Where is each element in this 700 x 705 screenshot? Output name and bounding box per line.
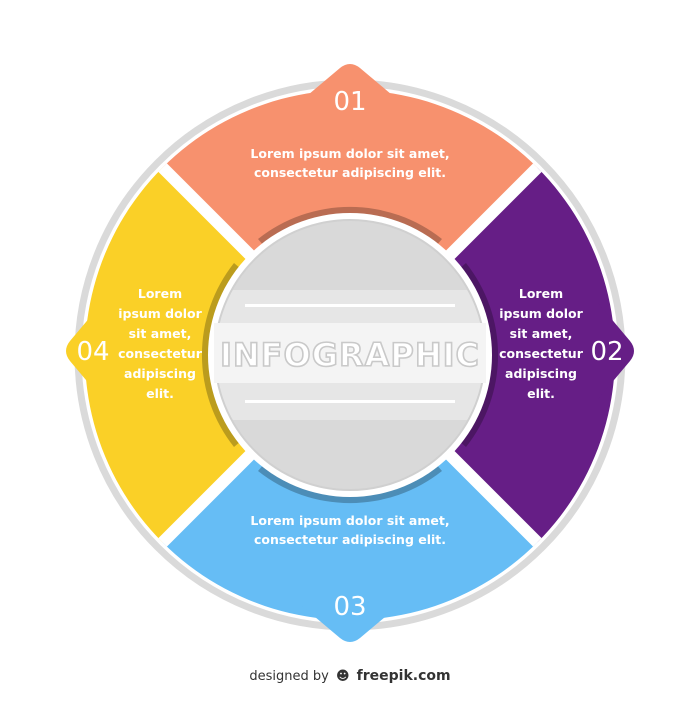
segment-01-line: consectetur adipiscing elit. xyxy=(254,165,446,180)
segment-01-number: 01 xyxy=(333,87,366,117)
segment-04-line: consectetur xyxy=(118,346,203,361)
segment-02-line: elit. xyxy=(527,386,555,401)
segment-03-line: consectetur adipiscing elit. xyxy=(254,532,446,547)
segment-inner-shadows xyxy=(201,206,499,504)
tab-03-shape xyxy=(302,606,398,642)
segment-04-text: Lorem ipsum dolor sit amet, consectetur … xyxy=(118,286,203,401)
segment-04-line: adipiscing xyxy=(124,366,196,381)
segment-02-line: consectetur xyxy=(499,346,584,361)
segment-01-band xyxy=(160,90,540,355)
segment-02-number: 02 xyxy=(590,337,623,367)
segment-01-text: Lorem ipsum dolor sit amet, consectetur … xyxy=(250,146,449,180)
segment-04-inner-shadow xyxy=(201,263,241,447)
segment-04-number: 04 xyxy=(76,337,109,367)
segment-02-inner-shadow xyxy=(459,263,499,447)
segment-02-text: Lorem ipsum dolor sit amet, consectetur … xyxy=(499,286,584,401)
tab-02-shape xyxy=(598,303,634,399)
segment-04-line: elit. xyxy=(146,386,174,401)
segment-04-line: Lorem xyxy=(138,286,182,301)
tab-01-shape xyxy=(302,64,398,100)
segment-03-number: 03 xyxy=(333,592,366,622)
freepik-logo-icon: ☻ xyxy=(335,669,350,684)
segment-02-line: adipiscing xyxy=(505,366,577,381)
tab-02 xyxy=(598,303,634,399)
segment-02-line: sit amet, xyxy=(510,326,573,341)
tab-01-base xyxy=(296,98,404,110)
tab-04-shape xyxy=(66,303,102,399)
center-top-line xyxy=(245,304,455,307)
segment-04-line: ipsum dolor xyxy=(118,306,202,321)
tab-01 xyxy=(296,64,404,110)
segment-04-line: sit amet, xyxy=(129,326,192,341)
segment-02-line: ipsum dolor xyxy=(499,306,583,321)
segment-03-inner-shadow xyxy=(258,464,442,504)
segment-03-band xyxy=(160,355,540,620)
segment-03-line: Lorem ipsum dolor sit amet, xyxy=(250,513,449,528)
tab-04 xyxy=(66,303,102,399)
center-label-band xyxy=(214,323,486,383)
segment-02-line: Lorem xyxy=(519,286,563,301)
segment-02-band xyxy=(350,160,615,550)
credit-line: designed by ☻ freepik.com xyxy=(0,668,700,684)
center-bottom-line xyxy=(245,400,455,403)
tab-03 xyxy=(302,606,398,642)
segment-01-inner-shadow xyxy=(258,206,442,246)
center-title: INFOGRAPHIC xyxy=(220,336,480,374)
credit-prefix: designed by xyxy=(249,669,329,684)
segment-01-line: Lorem ipsum dolor sit amet, xyxy=(250,146,449,161)
credit-brand: freepik.com xyxy=(356,668,451,684)
segment-03-text: Lorem ipsum dolor sit amet, consectetur … xyxy=(250,513,449,547)
segment-04-band xyxy=(84,160,350,550)
